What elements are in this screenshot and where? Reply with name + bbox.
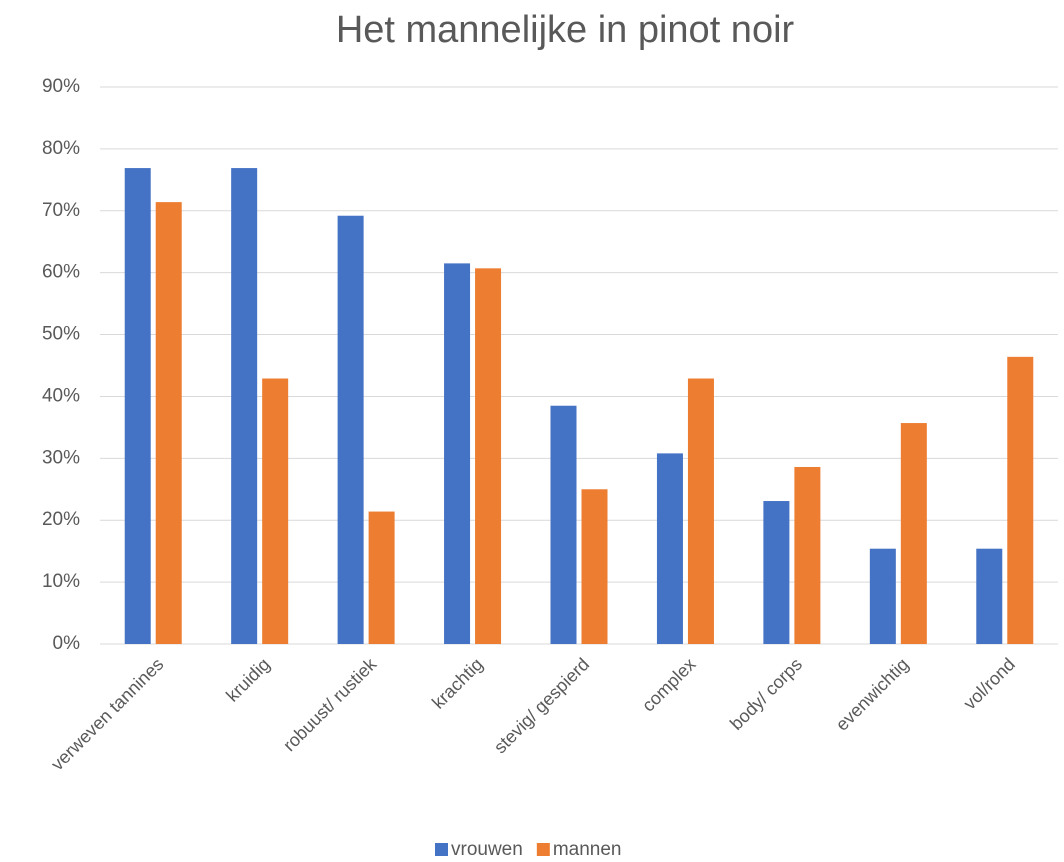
y-tick-label: 0% — [53, 633, 81, 654]
legend-label: vrouwen — [451, 839, 523, 860]
y-tick-label: 40% — [42, 385, 80, 406]
bar — [368, 511, 395, 644]
bar — [475, 268, 502, 644]
bar — [794, 466, 821, 644]
y-tick-label: 80% — [42, 138, 80, 159]
y-tick-label: 50% — [42, 324, 80, 345]
x-tick-label: evenwichtig — [832, 654, 913, 735]
x-tick-label: vol/rond — [960, 654, 1019, 713]
bar — [155, 202, 182, 644]
bar — [581, 489, 608, 644]
y-tick-label: 70% — [42, 200, 80, 221]
bar — [869, 548, 896, 644]
y-tick-label: 30% — [42, 447, 80, 468]
y-tick-label: 60% — [42, 262, 80, 283]
bar — [900, 423, 927, 644]
x-tick-label: body/ corps — [726, 654, 806, 734]
legend-swatch — [536, 843, 550, 856]
x-tick-label: verweven tannines — [47, 654, 167, 774]
bar — [444, 263, 471, 644]
x-tick-label: robuust/ rustiek — [279, 653, 381, 755]
bar — [1007, 356, 1034, 644]
y-tick-label: 10% — [42, 571, 80, 592]
bar — [337, 215, 364, 644]
x-tick-label: stevig/ gespierd — [490, 654, 593, 757]
x-tick-label: kruidig — [222, 654, 274, 706]
legend-swatch — [435, 843, 448, 856]
bar — [262, 378, 289, 644]
y-tick-label: 20% — [42, 509, 80, 530]
bar — [231, 168, 258, 644]
bar — [656, 453, 683, 644]
bar — [763, 501, 790, 644]
bar — [550, 405, 577, 644]
bar — [687, 378, 714, 644]
chart-title: Het mannelijke in pinot noir — [336, 9, 795, 51]
bar — [976, 548, 1003, 644]
x-tick-label: complex — [638, 654, 700, 716]
legend-label: mannen — [553, 839, 622, 860]
x-tick-label: krachtig — [428, 654, 487, 713]
bar — [124, 168, 151, 644]
y-tick-label: 90% — [42, 76, 80, 97]
